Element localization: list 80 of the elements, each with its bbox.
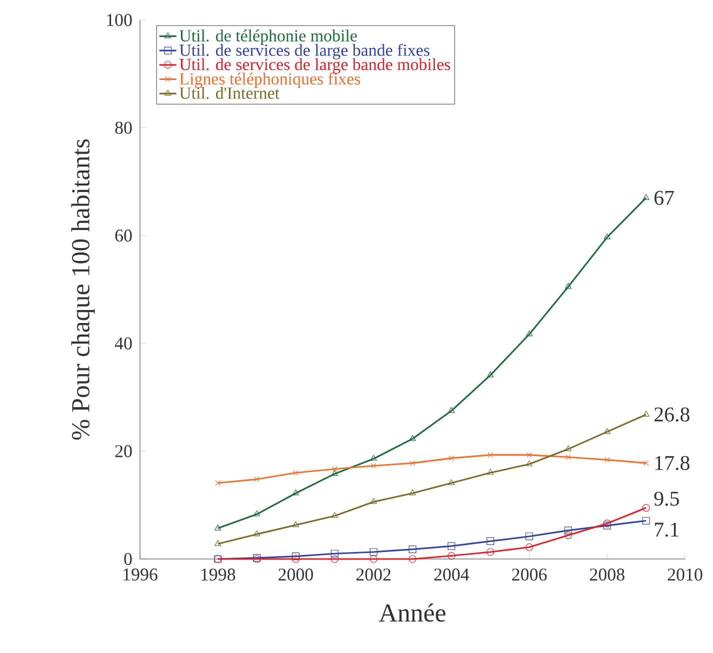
- point: [214, 540, 222, 546]
- point: [448, 406, 455, 413]
- x-tick-label: 2008: [590, 568, 624, 581]
- point: [292, 521, 300, 528]
- point: [332, 466, 338, 472]
- y-tick-label: 80: [115, 122, 132, 134]
- legend-label: Util. de téléphonie mobile: [179, 30, 357, 45]
- point: [486, 537, 494, 545]
- x-tick-label: 1996: [124, 568, 158, 581]
- point: [370, 462, 376, 469]
- point: [526, 460, 533, 466]
- point: [370, 548, 378, 556]
- point: [254, 476, 260, 482]
- x-tick-label: 2002: [356, 568, 391, 581]
- point: [604, 428, 610, 434]
- point: [292, 470, 298, 476]
- point: [564, 526, 572, 534]
- point: [370, 454, 377, 461]
- legend-label: Util. de services de large bande mobiles: [179, 58, 450, 74]
- point: [526, 452, 532, 458]
- point: [526, 532, 534, 540]
- data-label: 17.8: [655, 456, 690, 470]
- legend-label: Lignes téléphoniques fixes: [180, 72, 360, 88]
- data-label: 9.5: [654, 492, 679, 506]
- point: [410, 460, 416, 466]
- x-tick-label: 2010: [668, 568, 702, 581]
- point: [487, 468, 494, 475]
- y-tick-label: 60: [115, 230, 132, 242]
- point: [448, 552, 456, 560]
- data-label: 26.8: [654, 407, 690, 422]
- point: [331, 470, 338, 476]
- point: [642, 410, 650, 417]
- point: [330, 550, 338, 558]
- point: [604, 457, 610, 463]
- point: [642, 504, 650, 512]
- point: [409, 489, 416, 496]
- point: [642, 194, 650, 200]
- point: [448, 479, 455, 486]
- point: [253, 510, 260, 516]
- point: [486, 548, 494, 556]
- point: [565, 454, 571, 460]
- x-axis-title: Année: [378, 603, 446, 622]
- y-tick-label: 100: [107, 14, 132, 26]
- point: [488, 452, 494, 458]
- x-tick-label: 1998: [202, 568, 236, 581]
- point: [526, 330, 533, 336]
- point: [331, 512, 338, 518]
- point: [292, 489, 300, 496]
- point: [370, 498, 377, 504]
- point: [448, 542, 456, 550]
- point: [564, 445, 572, 452]
- point: [564, 531, 572, 540]
- point: [292, 555, 300, 563]
- x-tick-label: 2006: [512, 568, 547, 581]
- point: [564, 283, 572, 289]
- y-tick-label: 0: [124, 552, 132, 566]
- point: [642, 516, 650, 525]
- data-label: 67: [654, 190, 674, 205]
- point: [408, 555, 416, 563]
- point: [215, 480, 221, 486]
- legend-label: Util. de services de large bande fixes: [179, 44, 430, 60]
- point: [408, 546, 416, 554]
- point: [330, 555, 338, 563]
- point: [253, 530, 260, 536]
- y-tick-label: 40: [114, 337, 132, 350]
- point: [409, 435, 416, 441]
- point: [214, 524, 222, 530]
- point: [643, 460, 649, 466]
- x-tick-label: 2004: [434, 568, 470, 581]
- point: [370, 555, 378, 563]
- point: [292, 552, 300, 560]
- point: [487, 371, 494, 378]
- point: [526, 543, 534, 551]
- point: [604, 233, 610, 240]
- y-tick-label: 20: [115, 445, 132, 458]
- point: [448, 455, 454, 461]
- data-label: 7.1: [654, 522, 678, 537]
- x-tick-label: 2000: [278, 568, 313, 581]
- legend-label: Util. d'Internet: [179, 86, 280, 99]
- y-axis-title: % Pour chaque 100 habitants: [71, 139, 95, 440]
